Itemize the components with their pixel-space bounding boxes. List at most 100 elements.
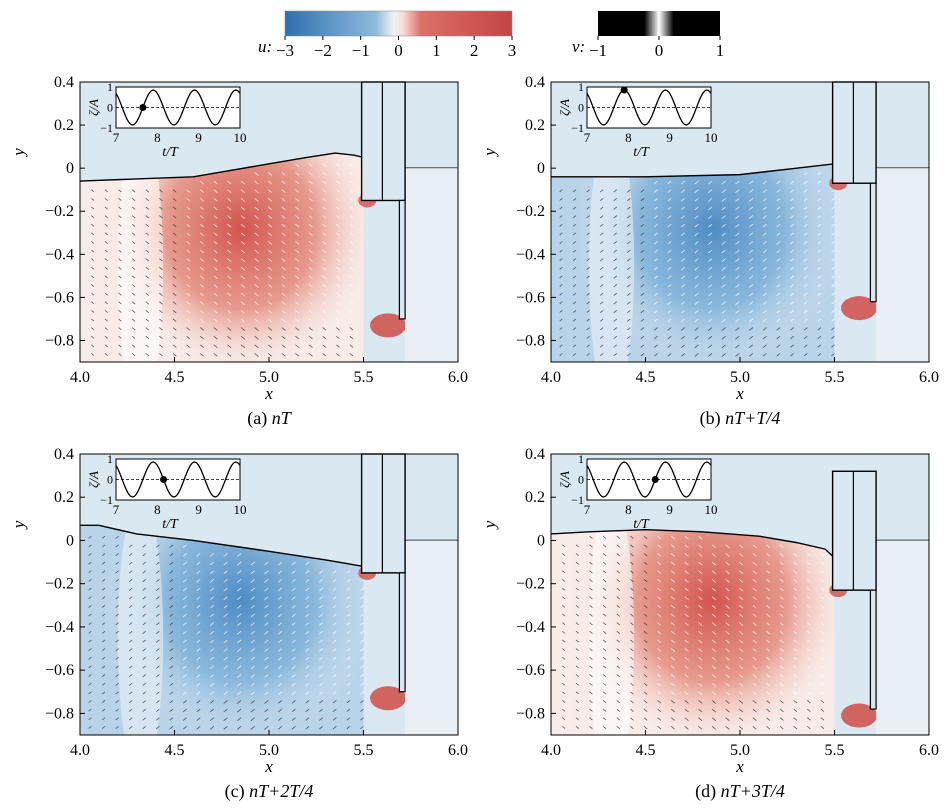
velocity-arrow <box>213 292 218 297</box>
velocity-arrow <box>748 353 754 357</box>
y-tick-label: −0.6 <box>45 662 74 679</box>
velocity-arrow <box>589 544 593 548</box>
velocity-arrow <box>562 682 566 686</box>
velocity-arrow <box>640 223 645 228</box>
velocity-arrow <box>88 570 92 574</box>
velocity-arrow <box>762 206 767 211</box>
velocity-arrow <box>721 335 726 340</box>
velocity-arrow <box>640 344 645 348</box>
velocity-arrow <box>694 266 699 271</box>
velocity-arrow <box>680 266 686 271</box>
velocity-arrow <box>790 232 794 236</box>
velocity-arrow <box>91 215 95 218</box>
velocity-arrow <box>349 189 354 193</box>
velocity-arrow <box>735 318 740 323</box>
velocity-arrow <box>630 665 634 669</box>
velocity-arrow <box>346 604 351 609</box>
velocity-arrow <box>790 344 794 348</box>
velocity-arrow <box>267 189 273 194</box>
velocity-arrow <box>128 691 133 695</box>
velocity-arrow <box>336 223 340 228</box>
velocity-arrow <box>209 717 215 721</box>
velocity-arrow <box>349 292 354 296</box>
velocity-arrow <box>738 691 744 696</box>
velocity-arrow <box>670 570 675 574</box>
velocity-arrow <box>616 630 621 635</box>
velocity-arrow <box>599 284 604 288</box>
velocity-arrow <box>101 656 106 660</box>
velocity-arrow <box>131 292 136 296</box>
velocity-arrow <box>707 249 713 254</box>
velocity-arrow <box>562 553 566 556</box>
velocity-arrow <box>118 353 122 356</box>
velocity-arrow <box>766 570 771 574</box>
velocity-arrow <box>707 180 713 185</box>
velocity-arrow <box>776 292 781 297</box>
velocity-arrow <box>227 215 232 219</box>
velocity-arrow <box>227 318 232 323</box>
velocity-arrow <box>88 648 92 651</box>
velocity-arrow <box>762 292 767 297</box>
velocity-arrow <box>748 275 754 280</box>
velocity-arrow <box>295 258 300 262</box>
velocity-arrow <box>128 656 133 660</box>
velocity-arrow <box>336 180 340 184</box>
velocity-arrow <box>196 630 201 635</box>
velocity-arrow <box>766 691 771 695</box>
velocity-arrow <box>104 335 108 339</box>
velocity-arrow <box>616 674 621 678</box>
velocity-arrow <box>250 726 255 730</box>
velocity-arrow <box>653 223 658 228</box>
velocity-arrow <box>559 318 563 322</box>
velocity-arrow <box>322 275 327 279</box>
velocity-arrow <box>803 206 808 210</box>
velocity-arrow <box>254 301 259 306</box>
velocity-arrow <box>213 232 218 236</box>
colorbar-v-label: v: <box>572 37 585 56</box>
velocity-arrow <box>254 189 259 194</box>
velocity-arrow <box>803 318 808 322</box>
velocity-arrow <box>602 553 607 557</box>
velocity-arrow <box>640 266 645 271</box>
velocity-arrow <box>236 622 242 627</box>
velocity-arrow <box>88 708 92 712</box>
velocity-arrow <box>820 596 825 600</box>
velocity-arrow <box>630 656 634 661</box>
velocity-arrow <box>360 691 364 695</box>
velocity-arrow <box>277 682 283 687</box>
velocity-arrow <box>213 275 218 280</box>
velocity-arrow <box>670 622 675 626</box>
velocity-arrow <box>264 726 269 730</box>
y-tick-label: −0.2 <box>516 576 545 593</box>
velocity-arrow <box>349 284 354 288</box>
velocity-arrow <box>616 579 621 583</box>
velocity-arrow <box>572 309 577 313</box>
velocity-arrow <box>223 639 228 644</box>
inset-wave-curve <box>115 461 241 498</box>
y-tick-label: −0.6 <box>45 289 74 306</box>
velocity-arrow <box>684 639 689 644</box>
velocity-arrow <box>630 604 634 609</box>
velocity-arrow <box>630 717 634 721</box>
velocity-arrow <box>820 708 825 712</box>
velocity-arrow <box>626 292 631 296</box>
y-tick-label: −0.4 <box>45 246 74 263</box>
velocity-arrow <box>626 232 631 236</box>
velocity-arrow <box>267 197 273 202</box>
velocity-arrow <box>738 726 744 730</box>
velocity-arrow <box>735 189 740 194</box>
velocity-arrow <box>336 266 340 271</box>
velocity-arrow <box>199 309 204 314</box>
velocity-arrow <box>142 682 147 686</box>
velocity-arrow <box>88 674 92 677</box>
velocity-arrow <box>613 249 618 253</box>
velocity-arrow <box>240 284 246 288</box>
velocity-arrow <box>586 197 590 201</box>
velocity-arrow <box>223 682 228 687</box>
velocity-arrow <box>236 726 242 730</box>
velocity-arrow <box>196 587 201 592</box>
velocity-arrow <box>766 622 771 626</box>
inset-y-tick-label: 1 <box>578 452 584 466</box>
velocity-arrow <box>322 318 327 322</box>
velocity-arrow <box>630 648 634 652</box>
